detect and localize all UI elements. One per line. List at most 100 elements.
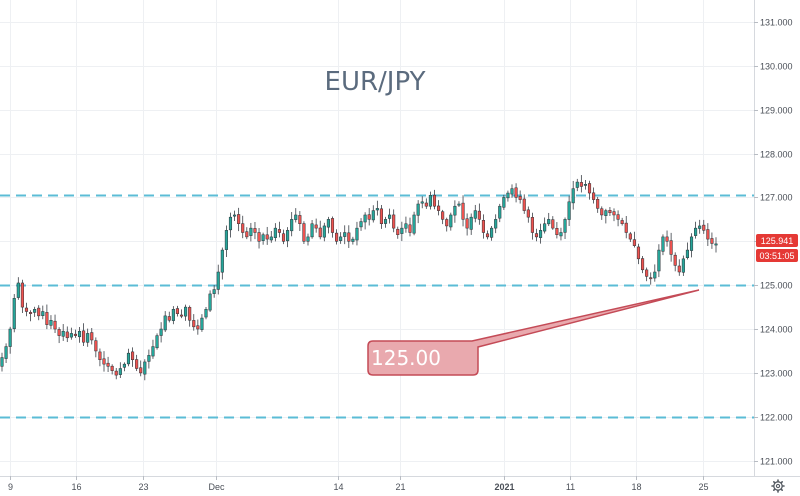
candle-body [118,368,122,375]
y-tick-label: 123.000 [760,369,793,379]
candle-body [155,335,159,349]
candle-body [383,219,388,224]
candle-body [473,210,477,219]
candle-body [314,224,318,229]
candle-body [506,192,510,199]
candle-body [518,196,522,200]
candle-body [649,277,653,280]
candle-body [437,205,441,211]
candle-body [77,330,82,338]
candle-body [151,346,155,357]
candle-body [98,351,102,360]
candle-body [428,194,432,207]
candle-body [600,208,604,216]
candle-body [69,333,73,338]
candle-body [636,246,641,260]
candle-body [396,228,400,235]
candle-body [4,346,8,359]
candle-body [543,223,547,232]
candle-body [257,232,261,242]
candle-body [175,308,179,314]
candle-body [432,194,437,207]
callout-annotation[interactable]: 125.00 [367,289,700,376]
candle-body [20,282,24,308]
candle-body [249,227,253,236]
candle-body [335,232,339,242]
countdown-timer: 03:51:05 [759,251,794,261]
candle-body [37,307,41,317]
candle-body [490,227,494,238]
candle-body [706,229,710,240]
candle-body [302,223,306,242]
candle-body [273,227,277,238]
candle-body [616,214,620,220]
candle-body [571,188,575,204]
candle-body [94,340,98,352]
candle-body [106,362,110,367]
candle-body [665,236,669,242]
candle-body [575,181,579,188]
candle-body [261,234,265,241]
candle-body [583,184,587,186]
price-axis[interactable]: 121.000122.000123.000124.000125.000126.0… [754,18,793,467]
candle-body [196,325,200,330]
chart-title: EUR/JPY [325,67,426,97]
candle-body [388,214,392,219]
candle-body [159,328,163,336]
candle-body [65,331,69,339]
candle-body [587,183,592,194]
candle-body [265,234,269,240]
candle-body [143,361,147,375]
candle-body [57,329,61,336]
candle-body [318,227,322,238]
candle-body [477,210,481,220]
candle-body [188,307,192,321]
x-tick-label: 16 [71,482,81,492]
candle-body [237,214,241,224]
candle-body [322,225,326,238]
candle-body [400,227,404,234]
candle-body [677,265,681,273]
candle-body [371,210,375,221]
candle-body [122,363,126,368]
candle-body [208,293,212,311]
candle-body [220,249,224,273]
grid-layer [0,0,754,476]
callout-shape[interactable] [367,289,700,376]
candle-body [245,231,249,238]
candle-body [612,211,616,216]
candle-body [290,219,294,232]
candle-body [135,359,139,369]
candle-body [12,298,16,330]
candle-body [102,358,106,365]
candle-body [628,233,632,240]
candle-body [241,223,245,233]
candle-body [522,198,526,211]
candle-body [579,182,583,187]
y-tick-label: 124.000 [760,325,793,335]
x-tick-label: 14 [333,482,343,492]
candle-body [29,312,33,314]
y-tick-label: 131.000 [760,18,793,28]
candle-body [216,271,220,290]
candle-body [204,309,208,318]
candle-body [61,330,65,337]
candle-body [404,223,408,229]
candle-body [41,311,45,316]
candle-body [604,210,608,216]
x-tick-label: 21 [395,482,405,492]
candle-body [624,222,628,233]
time-axis[interactable]: 9 16 23 Dec 14 21 2021 11 18 25 [8,476,709,492]
candle-body [592,192,596,200]
candle-body [485,233,490,238]
settings-gear-icon[interactable] [771,479,785,493]
candle-body [167,316,171,321]
candle-body [228,216,233,231]
candle-body [514,187,518,198]
candle-body [339,236,343,241]
candle-body [645,269,649,277]
candle-body [375,208,379,211]
candle-body [657,249,661,272]
candle-body [379,208,383,224]
